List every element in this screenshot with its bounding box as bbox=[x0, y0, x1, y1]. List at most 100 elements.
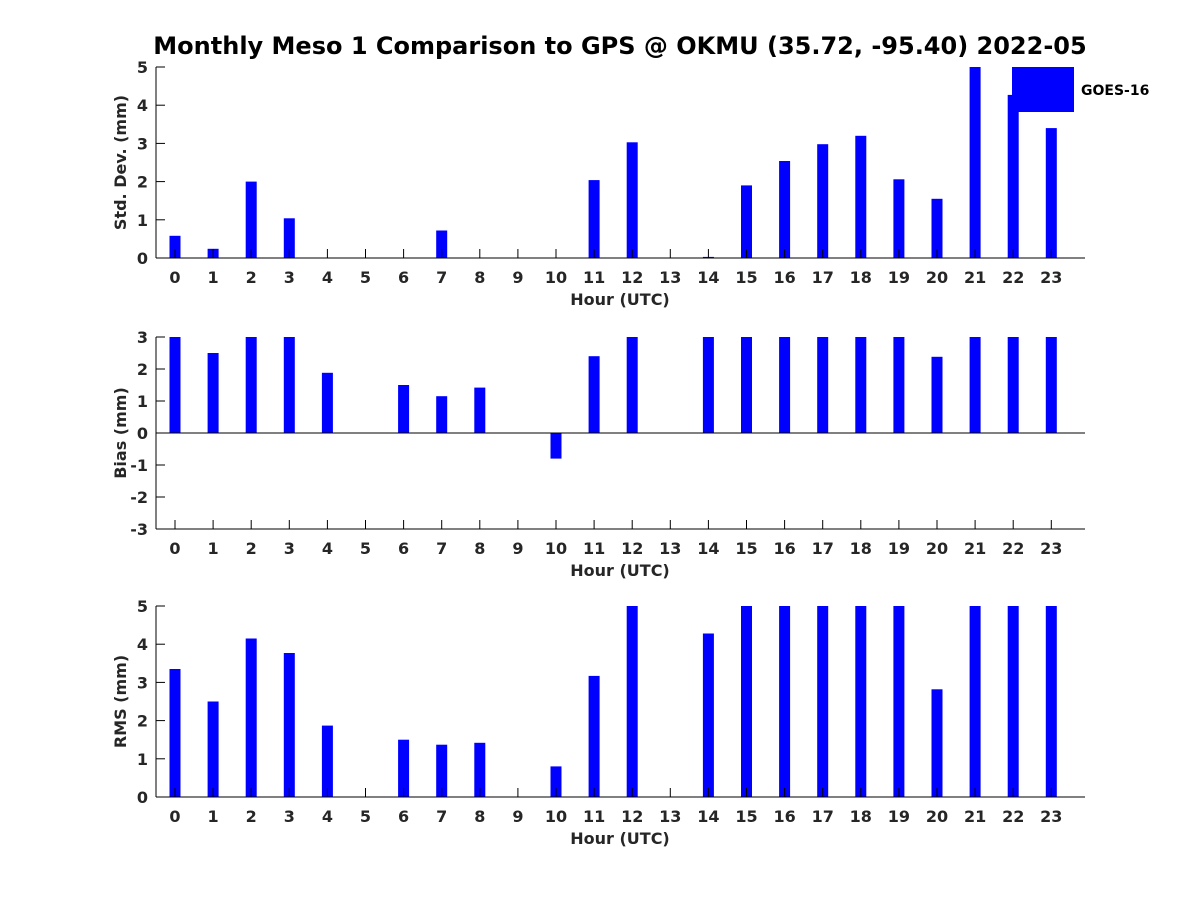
bias-bar-hour-1 bbox=[207, 353, 219, 433]
bias-y-axis-label: Bias (mm) bbox=[111, 387, 130, 479]
rms-x-tick-label: 7 bbox=[436, 807, 447, 826]
bias-x-tick-label: 21 bbox=[964, 539, 986, 558]
bias-bar-hour-23 bbox=[1045, 337, 1057, 433]
bias-bar-hour-7 bbox=[436, 396, 448, 433]
rms-x-tick-label: 5 bbox=[360, 807, 371, 826]
rms-x-tick-label: 13 bbox=[659, 807, 681, 826]
bias-x-tick-label: 18 bbox=[850, 539, 872, 558]
rms-bar-hour-17 bbox=[817, 606, 829, 797]
rms-y-tick-label: 3 bbox=[137, 673, 148, 692]
std-dev-x-tick-label: 18 bbox=[850, 268, 872, 287]
bias-x-tick-label: 17 bbox=[812, 539, 834, 558]
std-dev-x-axis-label: Hour (UTC) bbox=[570, 290, 670, 309]
std-dev-x-tick-label: 9 bbox=[512, 268, 523, 287]
bias-x-tick-label: 5 bbox=[360, 539, 371, 558]
std-dev-x-tick-label: 20 bbox=[926, 268, 948, 287]
rms-bar-hour-3 bbox=[283, 653, 295, 797]
std-dev-bar-hour-7 bbox=[436, 230, 448, 258]
rms-y-axis-label: RMS (mm) bbox=[111, 655, 130, 748]
rms-x-tick-label: 10 bbox=[545, 807, 567, 826]
bias-y-tick-label: 0 bbox=[137, 424, 148, 443]
std-dev-x-tick-label: 10 bbox=[545, 268, 567, 287]
rms-x-tick-label: 14 bbox=[697, 807, 719, 826]
std-dev-bar-hour-20 bbox=[931, 198, 943, 258]
std-dev-bar-hour-16 bbox=[779, 161, 791, 258]
bias-x-tick-label: 15 bbox=[735, 539, 757, 558]
bias-bar-hour-20 bbox=[931, 356, 943, 433]
std-dev-bar-hour-23 bbox=[1045, 128, 1057, 258]
rms-bar-hour-6 bbox=[398, 739, 410, 797]
bias-x-tick-label: 13 bbox=[659, 539, 681, 558]
rms-x-tick-label: 1 bbox=[208, 807, 219, 826]
std-dev-bar-hour-18 bbox=[855, 135, 867, 258]
bias-bar-hour-4 bbox=[321, 372, 333, 433]
bias-x-tick-label: 23 bbox=[1040, 539, 1062, 558]
rms-bar-hour-11 bbox=[588, 675, 600, 797]
rms-bar-hour-10 bbox=[550, 766, 562, 797]
std-dev-x-tick-label: 23 bbox=[1040, 268, 1062, 287]
rms-x-tick-label: 23 bbox=[1040, 807, 1062, 826]
std-dev-bar-hour-0 bbox=[169, 235, 181, 258]
rms-x-tick-label: 6 bbox=[398, 807, 409, 826]
bias-bar-hour-22 bbox=[1007, 337, 1019, 433]
bias-x-tick-label: 20 bbox=[926, 539, 948, 558]
rms-bar-hour-14 bbox=[702, 633, 714, 797]
std-dev-x-tick-label: 12 bbox=[621, 268, 643, 287]
rms-x-tick-label: 19 bbox=[888, 807, 910, 826]
bias-y-tick-label: 1 bbox=[137, 392, 148, 411]
bias-bar-hour-15 bbox=[741, 337, 752, 433]
std-dev-y-tick-label: 3 bbox=[137, 134, 148, 153]
rms-bar-hour-4 bbox=[321, 725, 333, 797]
rms-bar-hour-23 bbox=[1045, 606, 1057, 797]
bias-x-tick-label: 7 bbox=[436, 539, 447, 558]
bias-x-tick-label: 2 bbox=[246, 539, 257, 558]
bias-bar-hour-11 bbox=[588, 356, 600, 433]
std-dev-x-tick-label: 11 bbox=[583, 268, 605, 287]
bias-x-tick-label: 16 bbox=[773, 539, 795, 558]
std-dev-y-tick-label: 1 bbox=[137, 211, 148, 230]
std-dev-x-tick-label: 13 bbox=[659, 268, 681, 287]
rms-bar-hour-1 bbox=[207, 701, 219, 797]
bias-bar-hour-16 bbox=[779, 337, 791, 433]
rms-bar-hour-22 bbox=[1007, 606, 1019, 797]
bias-y-tick-label: -1 bbox=[130, 456, 148, 475]
bias-x-tick-label: 11 bbox=[583, 539, 605, 558]
bias-bar-hour-14 bbox=[702, 337, 714, 433]
rms-x-tick-label: 20 bbox=[926, 807, 948, 826]
rms-bar-hour-8 bbox=[474, 742, 486, 797]
std-dev-x-tick-label: 3 bbox=[284, 268, 295, 287]
bias-bar-hour-10 bbox=[550, 433, 562, 459]
std-dev-y-tick-label: 0 bbox=[137, 249, 148, 268]
rms-bar-hour-0 bbox=[169, 669, 181, 797]
rms-x-tick-label: 21 bbox=[964, 807, 986, 826]
bias-x-tick-label: 22 bbox=[1002, 539, 1024, 558]
std-dev-bar-hour-22 bbox=[1007, 94, 1019, 259]
std-dev-y-tick-label: 4 bbox=[137, 96, 148, 115]
std-dev-x-tick-label: 16 bbox=[773, 268, 795, 287]
std-dev-x-tick-label: 21 bbox=[964, 268, 986, 287]
bias-bar-hour-6 bbox=[398, 385, 410, 433]
rms-bar-hour-21 bbox=[969, 606, 981, 797]
bias-bar-hour-2 bbox=[245, 337, 257, 433]
bias-x-tick-label: 0 bbox=[169, 539, 180, 558]
rms-x-tick-label: 18 bbox=[850, 807, 872, 826]
rms-x-tick-label: 0 bbox=[169, 807, 180, 826]
legend: GOES-16 bbox=[1012, 67, 1149, 112]
std-dev-bar-hour-17 bbox=[817, 144, 829, 258]
bias-bar-hour-17 bbox=[817, 337, 829, 433]
std-dev-bar-hour-3 bbox=[283, 218, 295, 258]
rms-y-tick-label: 1 bbox=[137, 750, 148, 769]
std-dev-x-tick-label: 7 bbox=[436, 268, 447, 287]
bias-x-tick-label: 1 bbox=[208, 539, 219, 558]
rms-x-tick-label: 2 bbox=[246, 807, 257, 826]
std-dev-x-tick-label: 1 bbox=[208, 268, 219, 287]
std-dev-x-tick-label: 14 bbox=[697, 268, 719, 287]
rms-x-tick-label: 11 bbox=[583, 807, 605, 826]
rms-y-tick-label: 0 bbox=[137, 788, 148, 807]
rms-x-tick-label: 16 bbox=[773, 807, 795, 826]
rms-x-tick-label: 9 bbox=[512, 807, 523, 826]
